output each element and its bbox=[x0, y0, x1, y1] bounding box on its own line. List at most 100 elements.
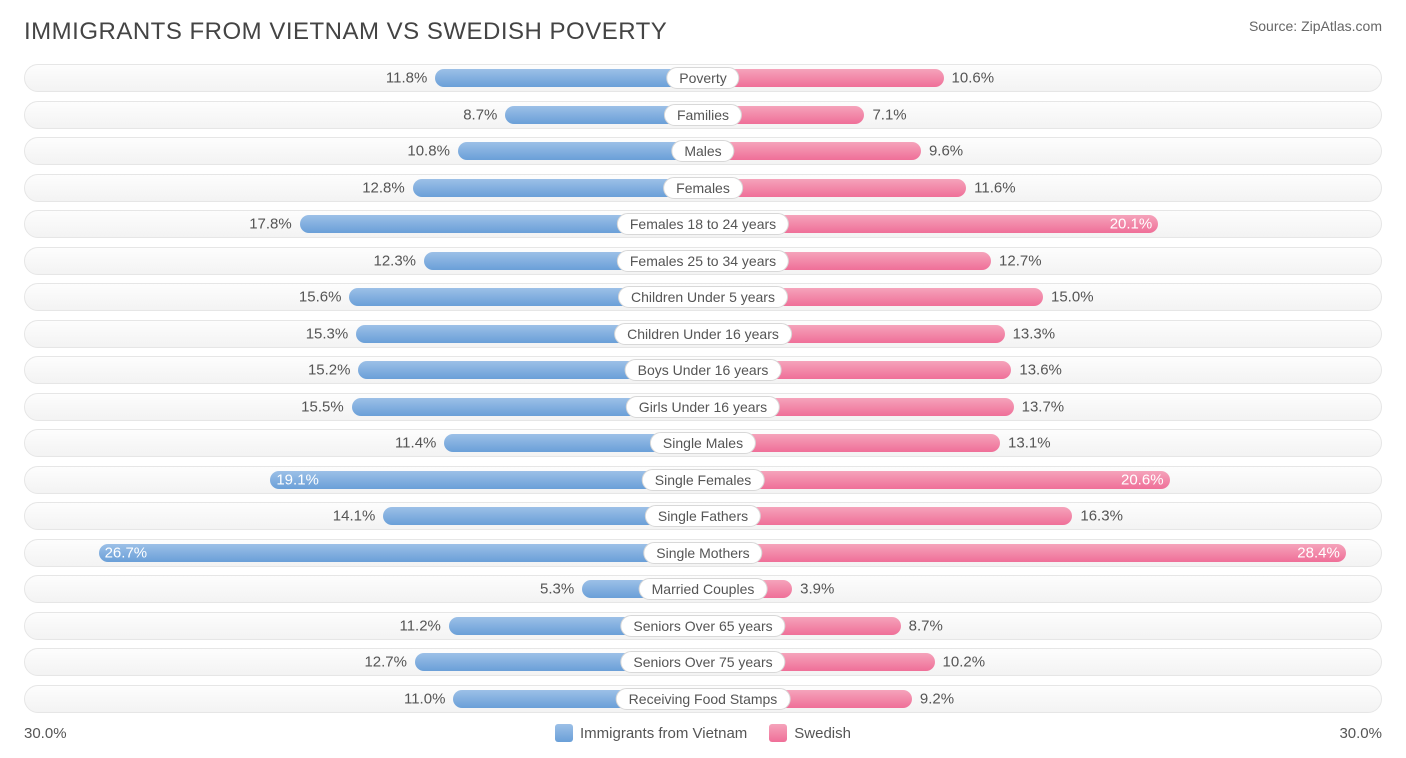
row-left-half: 12.7% bbox=[25, 649, 703, 675]
category-label: Families bbox=[664, 104, 742, 126]
bar-left: 10.8% bbox=[458, 142, 702, 160]
category-label: Seniors Over 65 years bbox=[620, 615, 785, 637]
row-right-half: 20.6% bbox=[703, 467, 1381, 493]
bar-right: 10.6% bbox=[704, 69, 944, 87]
chart-row: 15.5% 13.7% Girls Under 16 years bbox=[24, 393, 1382, 421]
source-prefix: Source: bbox=[1249, 18, 1301, 34]
value-label-left: 5.3% bbox=[540, 581, 582, 598]
category-label: Children Under 5 years bbox=[618, 286, 788, 308]
bar-right: 9.6% bbox=[704, 142, 921, 160]
value-label-left: 14.1% bbox=[333, 508, 384, 525]
axis-max-left: 30.0% bbox=[24, 725, 67, 742]
chart-row: 11.8%10.6%Poverty bbox=[24, 64, 1382, 92]
row-left-half: 12.3% bbox=[25, 248, 703, 274]
row-right-half: 11.6% bbox=[703, 175, 1381, 201]
value-label-right: 13.7% bbox=[1014, 398, 1065, 415]
row-left-half: 15.3% bbox=[25, 321, 703, 347]
chart-row: 10.8%9.6%Males bbox=[24, 137, 1382, 165]
row-left-half: 19.1% bbox=[25, 467, 703, 493]
bar-right: 11.6% bbox=[704, 179, 966, 197]
value-label-left: 15.6% bbox=[299, 289, 350, 306]
value-label-right: 10.6% bbox=[944, 70, 995, 87]
value-label-left: 15.3% bbox=[306, 325, 357, 342]
value-label-right: 13.1% bbox=[1000, 435, 1051, 452]
value-label-left: 17.8% bbox=[249, 216, 300, 233]
category-label: Receiving Food Stamps bbox=[616, 688, 791, 710]
category-label: Females bbox=[663, 177, 743, 199]
value-label-left: 11.2% bbox=[399, 617, 448, 634]
chart-row: 17.8%20.1%Females 18 to 24 years bbox=[24, 210, 1382, 238]
row-left-half: 26.7% bbox=[25, 540, 703, 566]
row-right-half: 15.0% bbox=[703, 284, 1381, 310]
chart-row: 15.2% 13.6% Boys Under 16 years bbox=[24, 356, 1382, 384]
chart-header: IMMIGRANTS FROM VIETNAM VS SWEDISH POVER… bbox=[24, 18, 1382, 46]
row-left-half: 11.0% bbox=[25, 686, 703, 712]
row-left-half: 15.5% bbox=[25, 394, 703, 420]
category-label: Girls Under 16 years bbox=[626, 396, 780, 418]
value-label-right: 16.3% bbox=[1072, 508, 1123, 525]
row-right-half: 13.6% bbox=[703, 357, 1381, 383]
row-left-half: 8.7% bbox=[25, 102, 703, 128]
bar-left: 26.7% bbox=[99, 544, 702, 562]
legend-swatch-left bbox=[555, 724, 573, 742]
row-right-half: 9.6% bbox=[703, 138, 1381, 164]
value-label-right: 7.1% bbox=[864, 106, 906, 123]
value-label-left: 12.7% bbox=[364, 654, 415, 671]
value-label-right: 13.6% bbox=[1011, 362, 1062, 379]
row-right-half: 13.1% bbox=[703, 430, 1381, 456]
row-right-half: 8.7% bbox=[703, 613, 1381, 639]
value-label-right: 10.2% bbox=[935, 654, 986, 671]
value-label-right: 12.7% bbox=[991, 252, 1042, 269]
category-label: Seniors Over 75 years bbox=[620, 651, 785, 673]
chart-footer: 30.0% Immigrants from Vietnam Swedish 30… bbox=[24, 721, 1382, 745]
row-left-half: 15.6% bbox=[25, 284, 703, 310]
chart-row: 12.8%11.6%Females bbox=[24, 174, 1382, 202]
row-right-half: 7.1% bbox=[703, 102, 1381, 128]
row-right-half: 10.6% bbox=[703, 65, 1381, 91]
value-label-right: 8.7% bbox=[901, 617, 943, 634]
legend-item-left: Immigrants from Vietnam bbox=[555, 724, 747, 742]
chart-row: 15.6% 15.0% Children Under 5 years bbox=[24, 283, 1382, 311]
row-right-half: 3.9% bbox=[703, 576, 1381, 602]
legend-item-right: Swedish bbox=[769, 724, 851, 742]
row-left-half: 17.8% bbox=[25, 211, 703, 237]
bar-right: 28.4% bbox=[704, 544, 1346, 562]
chart-title: IMMIGRANTS FROM VIETNAM VS SWEDISH POVER… bbox=[24, 18, 667, 46]
value-label-left: 15.5% bbox=[301, 398, 352, 415]
bar-right: 20.6% bbox=[704, 471, 1170, 489]
value-label-left: 12.3% bbox=[373, 252, 424, 269]
legend-swatch-right bbox=[769, 724, 787, 742]
value-label-right: 15.0% bbox=[1043, 289, 1094, 306]
value-label-left: 11.8% bbox=[386, 70, 435, 87]
row-left-half: 12.8% bbox=[25, 175, 703, 201]
value-label-left: 12.8% bbox=[362, 179, 413, 196]
category-label: Boys Under 16 years bbox=[625, 359, 782, 381]
chart-row: 14.1% 16.3% Single Fathers bbox=[24, 502, 1382, 530]
axis-max-right: 30.0% bbox=[1339, 725, 1382, 742]
value-label-right: 20.6% bbox=[1121, 471, 1164, 488]
chart-row: 8.7% 7.1% Families bbox=[24, 101, 1382, 129]
legend: Immigrants from Vietnam Swedish bbox=[555, 724, 851, 742]
category-label: Single Mothers bbox=[643, 542, 762, 564]
row-right-half: 28.4% bbox=[703, 540, 1381, 566]
row-right-half: 12.7% bbox=[703, 248, 1381, 274]
row-right-half: 16.3% bbox=[703, 503, 1381, 529]
value-label-right: 9.2% bbox=[912, 690, 954, 707]
row-left-half: 11.4% bbox=[25, 430, 703, 456]
row-left-half: 15.2% bbox=[25, 357, 703, 383]
category-label: Single Fathers bbox=[645, 505, 761, 527]
bar-left: 12.8% bbox=[413, 179, 702, 197]
category-label: Children Under 16 years bbox=[614, 323, 792, 345]
value-label-right: 3.9% bbox=[792, 581, 834, 598]
value-label-left: 26.7% bbox=[105, 544, 148, 561]
row-left-half: 14.1% bbox=[25, 503, 703, 529]
row-left-half: 5.3% bbox=[25, 576, 703, 602]
row-left-half: 10.8% bbox=[25, 138, 703, 164]
chart-row: 5.3%3.9%Married Couples bbox=[24, 575, 1382, 603]
row-right-half: 20.1% bbox=[703, 211, 1381, 237]
value-label-left: 8.7% bbox=[463, 106, 505, 123]
value-label-right: 9.6% bbox=[921, 143, 963, 160]
chart-row: 12.3%12.7%Females 25 to 34 years bbox=[24, 247, 1382, 275]
row-left-half: 11.2% bbox=[25, 613, 703, 639]
legend-label-right: Swedish bbox=[794, 725, 851, 742]
